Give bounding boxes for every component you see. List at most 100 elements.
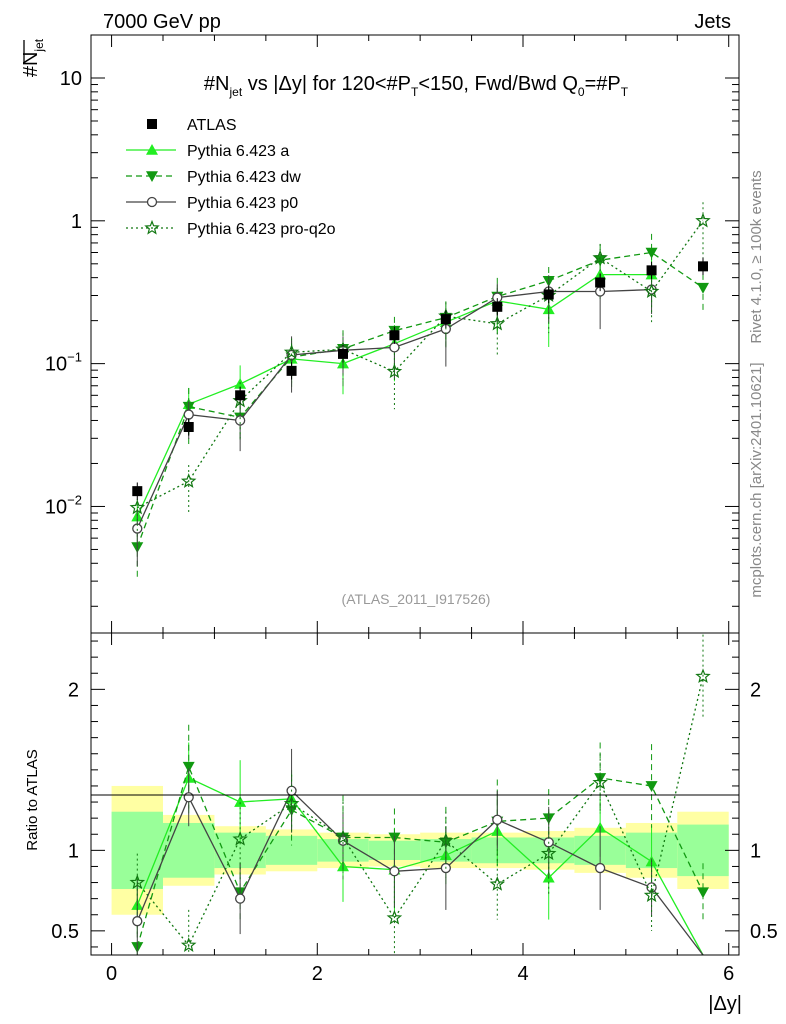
legend-label: Pythia 6.423 pro-q2o bbox=[187, 221, 336, 238]
ratio-point bbox=[180, 937, 197, 952]
legend-marker bbox=[146, 144, 158, 155]
ratio-tick-label: 0.5 bbox=[51, 921, 79, 943]
data-point bbox=[643, 283, 660, 299]
ratio-point bbox=[594, 773, 607, 784]
ratio-point bbox=[234, 893, 246, 904]
mcplots-label: mcplots.cern.ch [arXiv:2401.10621] bbox=[748, 362, 765, 597]
ratio-line bbox=[136, 676, 704, 947]
legend-label: Pythia 6.423 dw bbox=[187, 169, 301, 186]
y-tick-label: 1 bbox=[71, 211, 82, 233]
ratio-point bbox=[492, 814, 503, 825]
data-point bbox=[235, 390, 246, 401]
ratio-point bbox=[129, 874, 146, 890]
ratio-line bbox=[136, 764, 704, 948]
axis-ticks: 0 2 4 6 10 1 10−1 10−2 0.5 0.5 1 1 2 2 bbox=[45, 34, 778, 985]
data-point bbox=[286, 365, 297, 376]
y-tick-label: 10−1 bbox=[45, 350, 82, 376]
data-point bbox=[695, 212, 711, 228]
legend-marker bbox=[146, 171, 158, 182]
data-point bbox=[489, 315, 506, 331]
header-energy: 7000 GeV pp bbox=[103, 11, 221, 33]
analysis-watermark: (ATLAS_2011_I917526) bbox=[342, 591, 491, 607]
ratio-tick-label: 1 bbox=[68, 840, 79, 862]
legend: ATLAS Pythia 6.423 a Pythia 6.423 dw Pythia… bbox=[126, 117, 336, 238]
legend-marker bbox=[146, 196, 158, 208]
data-point bbox=[183, 422, 194, 433]
data-point bbox=[440, 314, 451, 325]
data-point bbox=[389, 330, 400, 341]
data-point bbox=[234, 415, 246, 426]
legend-entry: Pythia 6.423 dw bbox=[126, 169, 301, 186]
data-point bbox=[698, 261, 708, 272]
legend-entry: Pythia 6.423 pro-q2o bbox=[126, 219, 336, 238]
x-tick-label: 6 bbox=[723, 963, 734, 985]
ratio-point bbox=[386, 909, 403, 925]
data-point bbox=[697, 282, 709, 294]
legend-marker bbox=[147, 119, 157, 129]
ratio-point bbox=[132, 916, 143, 927]
data-point bbox=[592, 249, 608, 265]
data-point bbox=[389, 342, 400, 353]
legend-label: Pythia 6.423 p0 bbox=[187, 195, 298, 212]
ratio-tick-label: 2 bbox=[68, 679, 79, 701]
ratio-axis-label: Ratio to ATLAS bbox=[24, 749, 41, 850]
data-point bbox=[645, 247, 658, 259]
ratio-line bbox=[136, 777, 704, 956]
data-point bbox=[492, 301, 503, 312]
ratio-point bbox=[183, 792, 194, 803]
data-point bbox=[283, 344, 300, 359]
series-line bbox=[137, 220, 704, 509]
ratio-tick-label: 1 bbox=[750, 840, 761, 862]
x-tick-label: 4 bbox=[517, 963, 528, 985]
legend-entry: Pythia 6.423 p0 bbox=[126, 195, 298, 212]
x-tick-label: 0 bbox=[106, 963, 117, 985]
data-point bbox=[180, 473, 197, 488]
ratio-point bbox=[182, 761, 195, 773]
ratio-point bbox=[234, 796, 247, 807]
data-point bbox=[183, 409, 194, 420]
ratio-point bbox=[489, 876, 506, 891]
rivet-version-label: Rivet 4.1.0, ≥ 100k events bbox=[748, 170, 765, 343]
data-point bbox=[386, 363, 403, 379]
ratio-point bbox=[232, 830, 248, 846]
data-point bbox=[129, 499, 146, 515]
series-line bbox=[136, 273, 652, 517]
ratio-point bbox=[695, 668, 711, 684]
ratio-point bbox=[594, 862, 606, 874]
ratio-point bbox=[540, 845, 557, 861]
legend-entry: Pythia 6.423 a bbox=[126, 143, 289, 160]
data-point bbox=[646, 265, 657, 276]
legend-label: ATLAS bbox=[187, 117, 237, 134]
y-tick-label: 10−2 bbox=[45, 492, 82, 518]
ratio-point bbox=[592, 774, 608, 790]
legend-label: Pythia 6.423 a bbox=[187, 143, 289, 160]
ratio-point bbox=[697, 887, 709, 899]
series-atlas bbox=[132, 257, 708, 500]
legend-marker bbox=[144, 219, 160, 235]
ratio-line bbox=[136, 789, 704, 956]
ratio-band-inner bbox=[265, 835, 318, 865]
ratio-point bbox=[438, 832, 454, 848]
data-point bbox=[595, 277, 606, 288]
ratio-plot-frame bbox=[90, 632, 740, 956]
ratio-point bbox=[283, 795, 300, 811]
x-tick-label: 2 bbox=[312, 963, 323, 985]
legend-entry: ATLAS bbox=[147, 117, 237, 134]
data-point bbox=[543, 289, 554, 300]
ratio-point bbox=[643, 887, 660, 903]
ratio-tick-label: 0.5 bbox=[750, 921, 778, 943]
header-process: Jets bbox=[694, 11, 731, 33]
ratio-uncertainty-bands bbox=[111, 785, 729, 915]
ratio-point bbox=[335, 829, 351, 845]
series-line bbox=[136, 251, 704, 548]
ratio-point bbox=[389, 866, 400, 877]
x-axis-label: |Δy| bbox=[708, 993, 742, 1015]
y-axis-label: #Njet bbox=[20, 38, 46, 77]
y-tick-label: 10 bbox=[60, 68, 82, 90]
ratio-tick-label: 2 bbox=[750, 679, 761, 701]
data-point bbox=[338, 348, 348, 359]
series-layer bbox=[129, 202, 711, 956]
ratio-point bbox=[645, 781, 658, 792]
chart-title: #Njet vs |Δy| for 120<#PT<150, Fwd/Bwd Q… bbox=[204, 73, 629, 99]
